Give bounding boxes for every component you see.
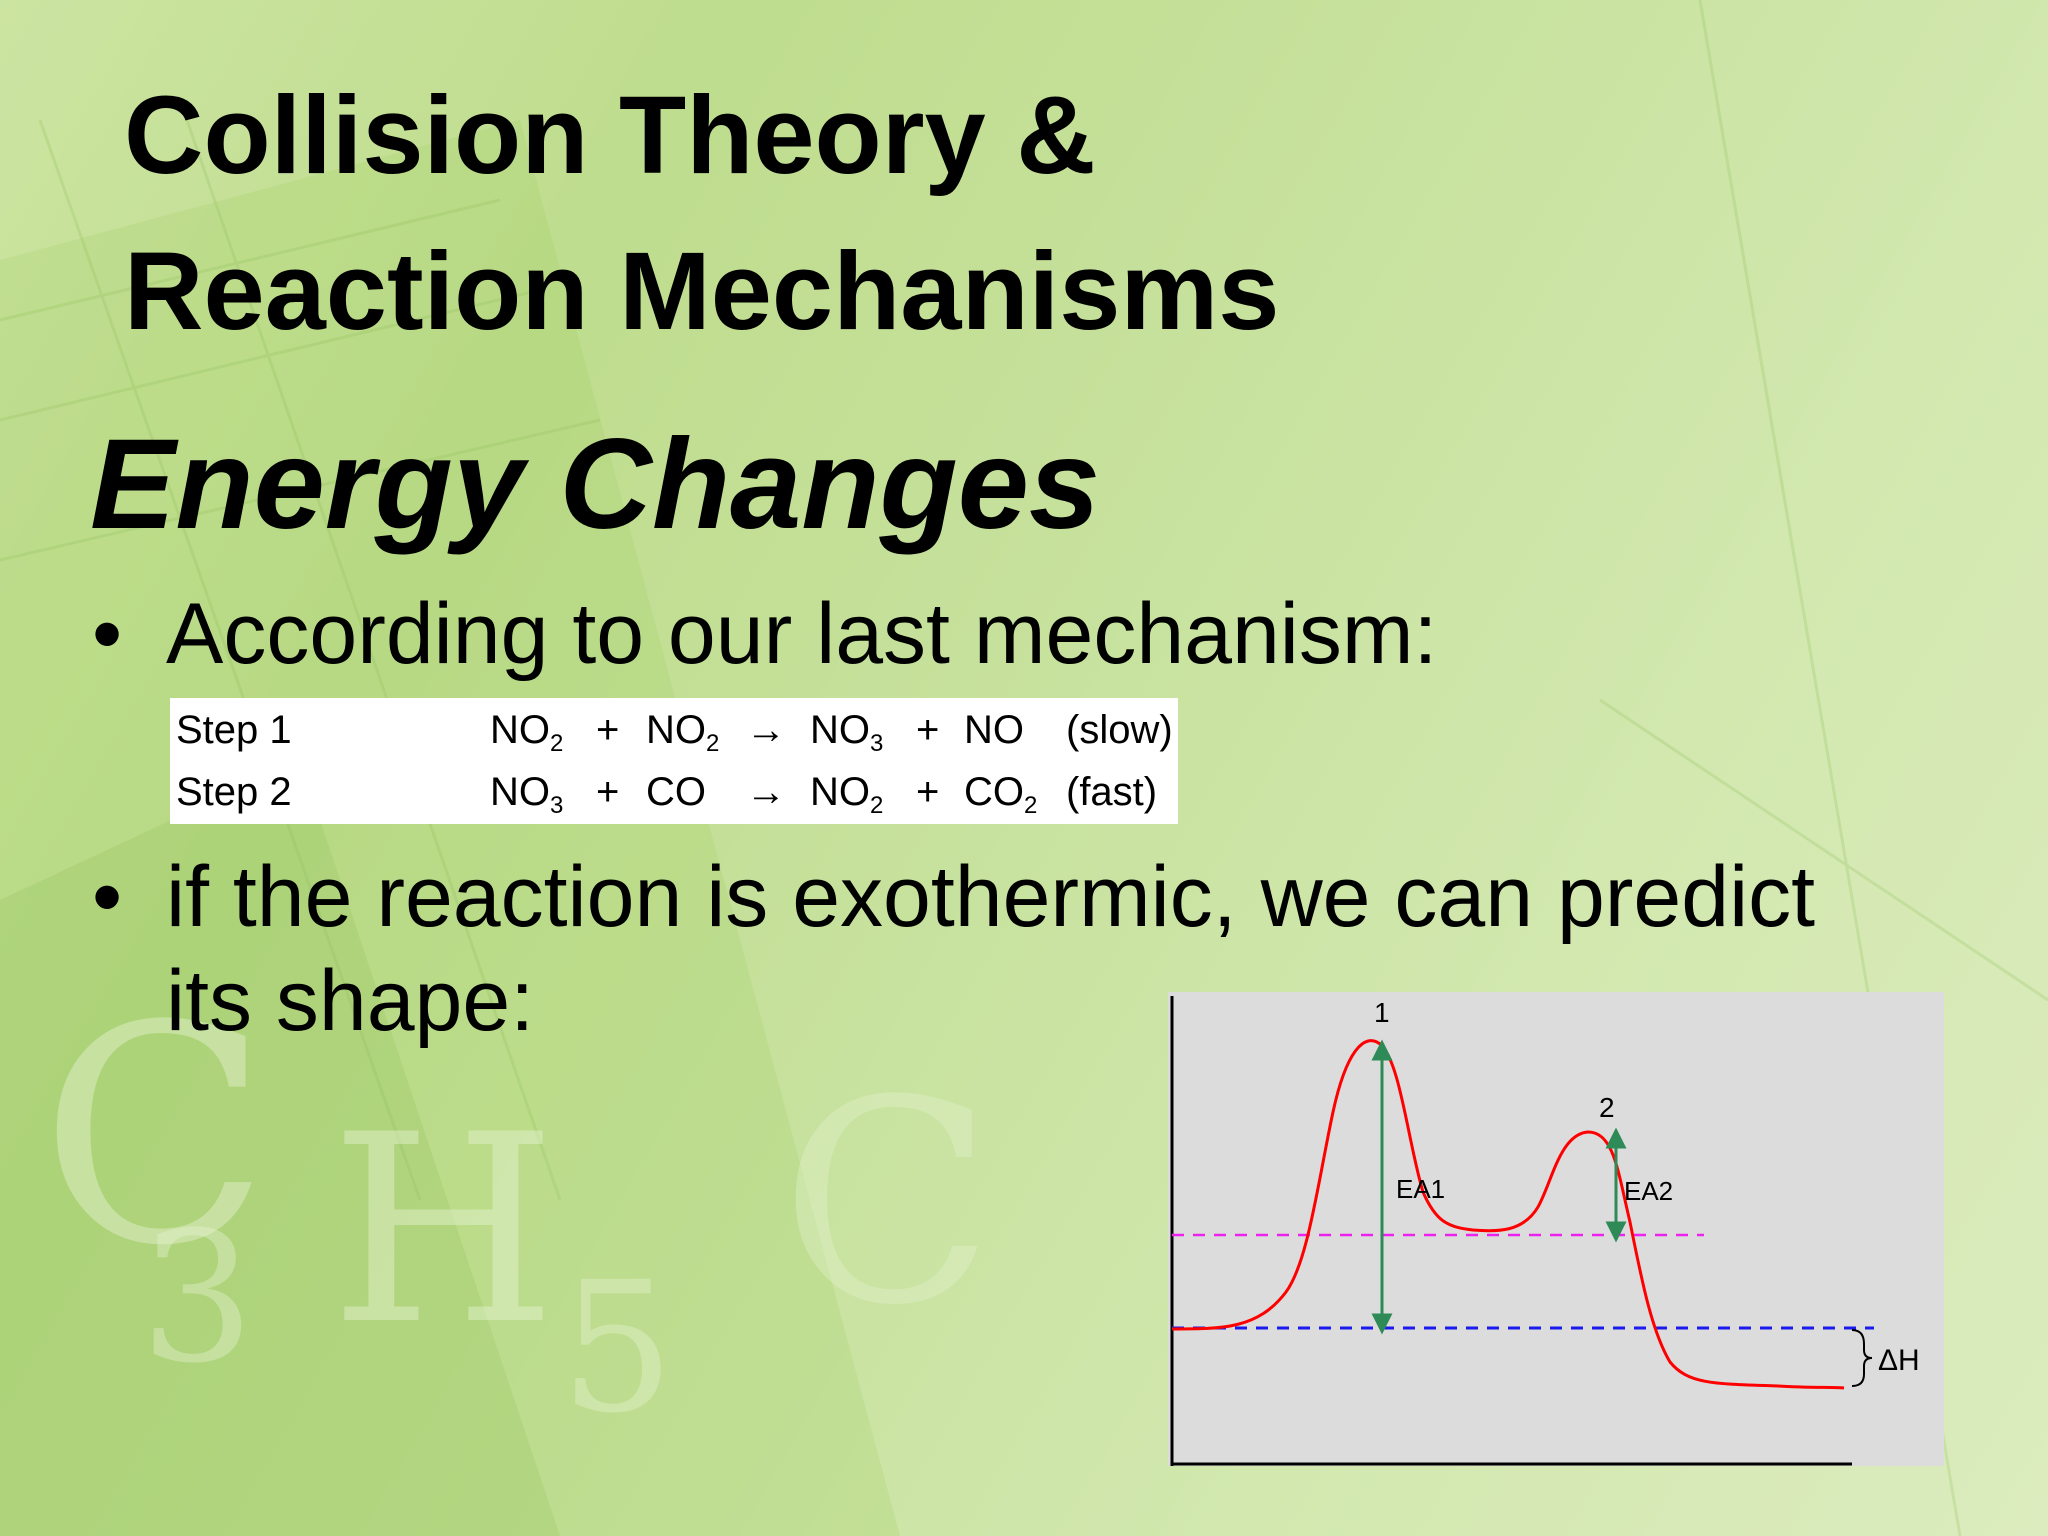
reactant-1: NO3: [490, 770, 564, 819]
reaction-energy-curve: [1171, 1039, 1845, 1390]
delta-h-label: ΔH: [1878, 1344, 1920, 1377]
mechanism-step-row: Step 1 NO2 + NO2 → NO3 + NO (slow): [176, 700, 1176, 760]
bullet-text-line-2: its shape:: [166, 953, 535, 1049]
title-line-2: Reaction Mechanisms: [124, 230, 1280, 353]
bullet-text-line-1: if the reaction is exothermic, we can pr…: [166, 849, 1816, 945]
product-2: CO2: [964, 770, 1038, 819]
bullet-text: According to our last mechanism:: [166, 586, 1438, 682]
reactant-1: NO2: [490, 708, 564, 757]
svg-text:C: C: [780, 1041, 994, 1367]
reactant-2: NO2: [646, 708, 720, 757]
plus-sign: +: [596, 770, 620, 814]
title-line-1: Collision Theory &: [124, 74, 1096, 197]
bullet-marker: •: [92, 586, 123, 682]
ea2-label: EA2: [1624, 1176, 1673, 1206]
plus-sign: +: [916, 708, 940, 752]
bullet-marker: •: [92, 849, 123, 945]
plus-sign: +: [916, 770, 940, 814]
slide-title: Collision Theory & Reaction Mechanisms: [124, 58, 1624, 370]
product-1: NO3: [810, 708, 884, 757]
mechanism-step-row: Step 2 NO3 + CO → NO2 + CO2 (fast): [176, 762, 1176, 822]
svg-text:3: 3: [140, 1194, 255, 1403]
step-label: Step 2: [176, 770, 292, 814]
step-rate: (slow): [1066, 708, 1173, 752]
step-rate: (fast): [1066, 770, 1158, 814]
svg-text:C: C: [40, 962, 270, 1311]
mechanism-table: Step 1 NO2 + NO2 → NO3 + NO (slow) Step …: [170, 698, 1178, 824]
step-label: Step 1: [176, 708, 292, 752]
product-2: NO: [964, 708, 1024, 752]
product-1: NO2: [810, 770, 884, 819]
delta-h-brace: [1851, 1329, 1873, 1387]
plus-sign: +: [596, 708, 620, 752]
svg-text:H: H: [330, 1080, 557, 1382]
ea1-label: EA1: [1396, 1174, 1445, 1204]
diagram-panel: [1168, 992, 1944, 1466]
reaction-arrow: →: [746, 770, 786, 814]
slide-subtitle: Energy Changes: [90, 413, 1101, 556]
energy-diagram: l 1 2 EA1 EA2 ΔH: [1168, 992, 1944, 1466]
peak-1-label: 1: [1374, 997, 1390, 1028]
svg-text:5: 5: [560, 1244, 675, 1453]
reactant-2: CO: [646, 770, 706, 814]
reaction-arrow: →: [746, 708, 786, 752]
peak-2-label: 2: [1599, 1092, 1615, 1123]
